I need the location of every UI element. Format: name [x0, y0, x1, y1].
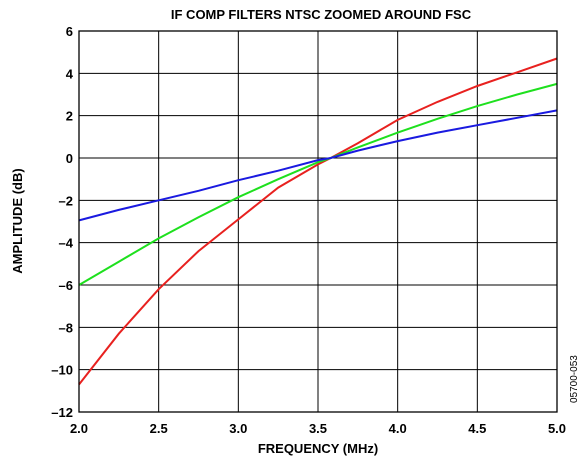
y-tick-label: 2 [66, 109, 73, 124]
x-tick-label: 3.5 [309, 421, 327, 436]
x-tick-labels: 2.0 2.5 3.0 3.5 4.0 4.5 5.0 [70, 421, 566, 436]
grid-lines [79, 31, 557, 412]
y-axis-label: AMPLITUDE (dB) [10, 168, 25, 273]
y-tick-label: 6 [66, 24, 73, 39]
y-tick-labels: 6 4 2 0 –2 –4 –6 –8 –10 –12 [51, 24, 73, 420]
y-tick-label: –12 [51, 405, 73, 420]
y-tick-label: –4 [59, 236, 74, 251]
figure-id: 05700-053 [569, 355, 580, 403]
x-tick-label: 2.0 [70, 421, 88, 436]
x-tick-label: 2.5 [150, 421, 168, 436]
chart-title: IF COMP FILTERS NTSC ZOOMED AROUND FSC [171, 7, 472, 22]
y-tick-label: –8 [59, 320, 73, 335]
x-tick-label: 4.5 [468, 421, 486, 436]
x-tick-label: 5.0 [548, 421, 566, 436]
plot-frame [78, 30, 558, 413]
y-tick-label: 0 [66, 151, 73, 166]
x-axis-label: FREQUENCY (MHz) [258, 441, 378, 456]
series-line-2 [78, 82, 558, 286]
series-line-1 [78, 57, 558, 386]
series-line-3 [78, 109, 558, 222]
series-layer [78, 57, 558, 386]
x-tick-label: 4.0 [389, 421, 407, 436]
x-tick-label: 3.0 [229, 421, 247, 436]
y-tick-label: 4 [66, 66, 74, 81]
y-tick-label: –10 [51, 363, 73, 378]
y-tick-label: –6 [59, 278, 73, 293]
y-tick-label: –2 [59, 193, 73, 208]
